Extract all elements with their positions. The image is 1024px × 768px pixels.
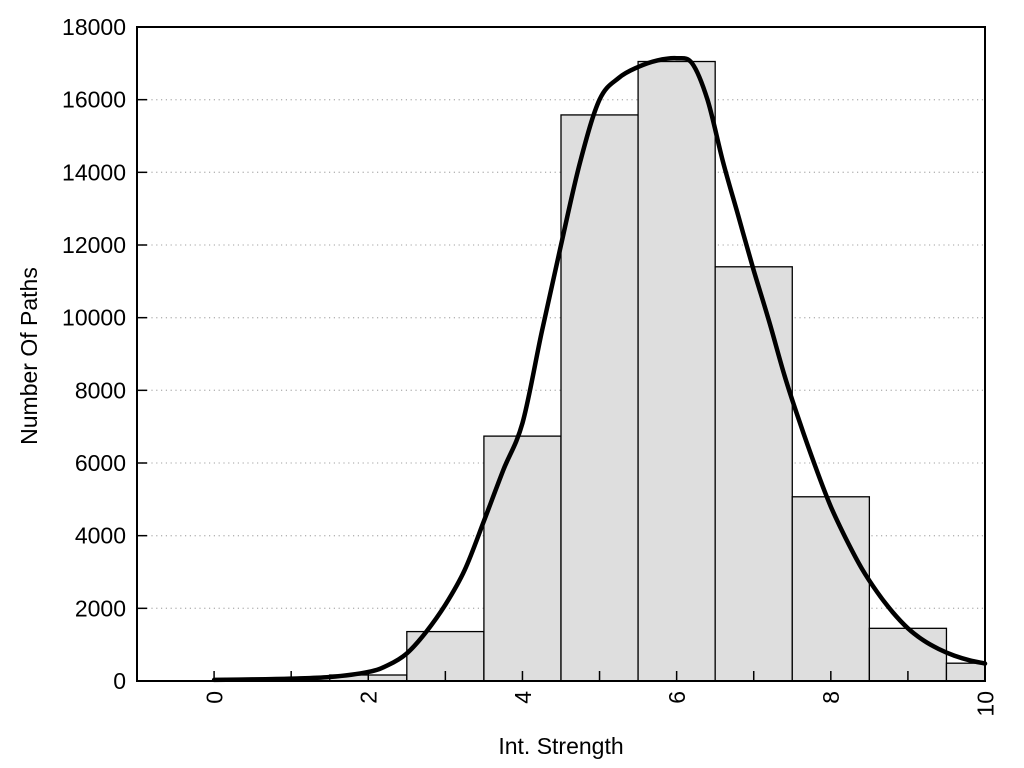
y-tick-label: 18000 [62, 14, 126, 40]
x-tick-label: 8 [818, 691, 844, 704]
histogram-bar [791, 496, 871, 682]
histogram-bars [329, 60, 986, 682]
y-axis-label: Number Of Paths [16, 267, 42, 445]
x-tick-label: 6 [664, 691, 690, 704]
histogram-bar [483, 435, 562, 682]
y-tick-label: 12000 [62, 232, 126, 258]
x-tick-label: 4 [510, 691, 536, 704]
histogram-bar [560, 114, 639, 682]
axis-ticks [137, 26, 986, 682]
y-tick-label: 10000 [62, 305, 126, 331]
x-tick-label: 2 [356, 691, 382, 704]
x-tick-label: 10 [972, 691, 998, 717]
histogram-bar [945, 662, 986, 682]
x-axis-label: Int. Strength [498, 733, 623, 759]
density-curve [211, 55, 988, 683]
y-tick-label: 6000 [75, 450, 126, 476]
y-tick-label: 14000 [62, 159, 126, 185]
x-tick-label: 0 [201, 691, 227, 704]
y-tick-label: 8000 [75, 377, 126, 403]
tick-labels: 0 2 4 6 8 10 0 2000 4000 6000 8000 10000 12000 14000 1… [62, 14, 998, 717]
y-tick-label: 16000 [62, 87, 126, 113]
plot-frame [136, 26, 986, 682]
histogram-bar [714, 266, 793, 682]
histogram-bar [637, 60, 716, 682]
y-tick-label: 2000 [75, 595, 126, 621]
y-tick-label: 4000 [75, 523, 126, 549]
y-tick-label: 0 [113, 668, 126, 694]
